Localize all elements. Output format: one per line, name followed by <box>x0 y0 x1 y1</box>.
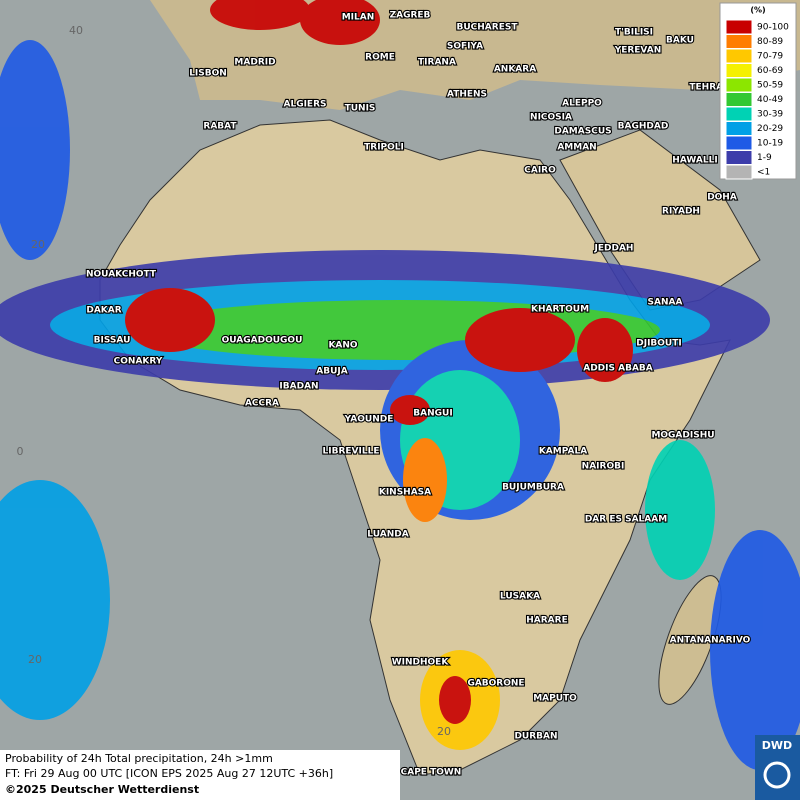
precipitation <box>0 0 800 770</box>
city-label: LUANDA <box>367 530 408 540</box>
legend-swatch <box>725 164 753 180</box>
legend-label: 70-79 <box>757 52 783 62</box>
legend-swatch <box>725 48 753 64</box>
city-label: DURBAN <box>514 732 557 742</box>
legend-swatch <box>725 77 753 93</box>
city-label: MAPUTO <box>533 694 577 704</box>
city-label: LUSAKA <box>500 592 540 602</box>
grid-label: 20 <box>31 238 45 251</box>
city-label: DAR ES SALAAM <box>585 515 667 525</box>
legend: (%) 90-100 80-89 70-79 60-69 50-59 40-49 30-39… <box>719 2 797 180</box>
city-label: AMMAN <box>557 143 596 153</box>
city-label: ADDIS ABABA <box>583 364 653 374</box>
legend-swatch <box>725 34 753 49</box>
city-label: DAKAR <box>86 306 121 316</box>
arabia <box>559 129 761 311</box>
city-label: TIRANA <box>418 58 456 68</box>
legend-label: 60-69 <box>757 66 783 76</box>
city-label: ALGIERS <box>284 100 327 110</box>
city-label: ANTANANARIVO <box>670 636 751 646</box>
legend-label: 30-39 <box>757 110 783 120</box>
city-label: IBADAN <box>279 382 318 392</box>
city-label: DAMASCUS <box>554 127 611 137</box>
legend-swatch <box>725 106 753 122</box>
city-label: BISSAU <box>94 336 131 346</box>
city-label: ATHENS <box>447 90 487 100</box>
city-label: MILAN <box>342 13 375 23</box>
logo: DWD <box>762 739 792 752</box>
city-label: ZAGREB <box>390 11 431 21</box>
city-label: KAMPALA <box>539 447 587 457</box>
footer-box <box>0 750 400 800</box>
legend-swatch <box>725 121 753 136</box>
city-label: DJIBOUTI <box>636 339 681 349</box>
city-label: ALEPPO <box>562 99 602 109</box>
legend-label: 20-29 <box>757 124 783 134</box>
city-label: HAWALLI <box>672 156 717 166</box>
city-label: OUAGADOUGOU <box>222 336 303 346</box>
labels: MILAN ZAGREB BUCHAREST T'BILISI BAKU YEREVAN S… <box>17 9 752 778</box>
grid-label: 40 <box>69 24 83 37</box>
city-label: NAIROBI <box>582 462 625 472</box>
city-label: BAGHDAD <box>618 122 669 132</box>
city-label: CAIRO <box>524 166 556 176</box>
city-label: DOHA <box>707 193 737 203</box>
legend-swatch <box>725 19 753 35</box>
footer-line: FT: Fri 29 Aug 00 UTC [ICON EPS 2025 Aug… <box>5 767 333 780</box>
city-label: TRIPOLI <box>364 143 404 153</box>
grid-label: 20 <box>28 653 42 666</box>
city-label: SOFIYA <box>447 42 483 52</box>
city-label: CAPE TOWN <box>401 768 462 778</box>
city-label: YEREVAN <box>614 46 662 56</box>
city-label: SANAA <box>648 298 683 308</box>
legend-swatch <box>725 135 753 151</box>
legend-title: (%) <box>750 6 765 15</box>
city-label: LISBON <box>189 69 227 79</box>
legend-label: 80-89 <box>757 37 783 47</box>
city-label: BANGUI <box>413 409 452 419</box>
grid-label: 0 <box>17 445 24 458</box>
footer-line: Probability of 24h Total precipitation, … <box>5 752 273 765</box>
city-label: NOUAKCHOTT <box>86 270 157 280</box>
logo-box <box>755 735 800 800</box>
legend-label: <1 <box>757 168 770 178</box>
legend-swatch <box>725 63 753 78</box>
city-label: BUJUMBURA <box>502 483 564 493</box>
city-label: CONAKRY <box>114 357 163 367</box>
grid-label: 20 <box>437 725 451 738</box>
legend-swatch <box>725 92 753 107</box>
city-label: MADRID <box>234 58 275 68</box>
legend-swatch <box>725 150 753 165</box>
city-label: KANO <box>328 341 357 351</box>
legend-label: 50-59 <box>757 81 783 91</box>
city-label: WINDHOEK <box>392 658 450 668</box>
city-label: GABORONE <box>467 679 524 689</box>
city-label: JEDDAH <box>594 244 634 254</box>
city-label: ANKARA <box>494 65 536 75</box>
city-label: TUNIS <box>345 104 376 114</box>
footer-line: ©2025 Deutscher Wetterdienst <box>5 783 199 796</box>
city-label: T'BILISI <box>615 28 653 38</box>
city-label: RIYADH <box>662 207 700 217</box>
legend-label: 40-49 <box>757 95 783 105</box>
city-label: HARARE <box>526 616 567 626</box>
city-label: YAOUNDE <box>344 415 394 425</box>
city-label: MOGADISHU <box>651 431 714 441</box>
city-label: BAKU <box>666 36 694 46</box>
city-label: ACCRA <box>245 399 279 409</box>
city-label: RABAT <box>203 122 237 132</box>
city-label: KHARTOUM <box>531 305 589 315</box>
city-label: KINSHASA <box>379 488 431 498</box>
city-label: ROME <box>365 53 395 63</box>
legend-label: 10-19 <box>757 139 783 149</box>
city-label: NICOSIA <box>530 113 572 123</box>
legend-label: 90-100 <box>757 23 789 33</box>
legend-label: 1-9 <box>757 153 772 163</box>
city-label: LIBREVILLE <box>323 447 380 457</box>
city-label: ABUJA <box>316 367 347 377</box>
city-label: BUCHAREST <box>457 23 519 33</box>
logo-icon <box>763 761 791 789</box>
